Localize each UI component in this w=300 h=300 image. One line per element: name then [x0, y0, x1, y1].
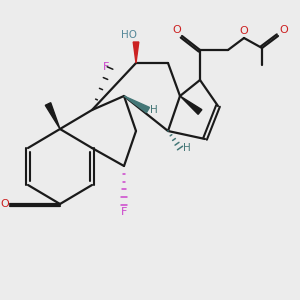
Polygon shape	[124, 96, 149, 112]
Text: O: O	[240, 26, 248, 36]
Text: O: O	[279, 25, 288, 35]
Text: HO: HO	[121, 30, 137, 40]
Text: F: F	[103, 62, 109, 72]
Text: O: O	[0, 199, 9, 209]
Polygon shape	[133, 42, 139, 63]
Polygon shape	[45, 103, 60, 129]
Text: F: F	[121, 207, 127, 217]
Text: O: O	[172, 25, 181, 35]
Polygon shape	[180, 96, 202, 114]
Text: H: H	[183, 143, 191, 153]
Text: H: H	[150, 105, 158, 115]
